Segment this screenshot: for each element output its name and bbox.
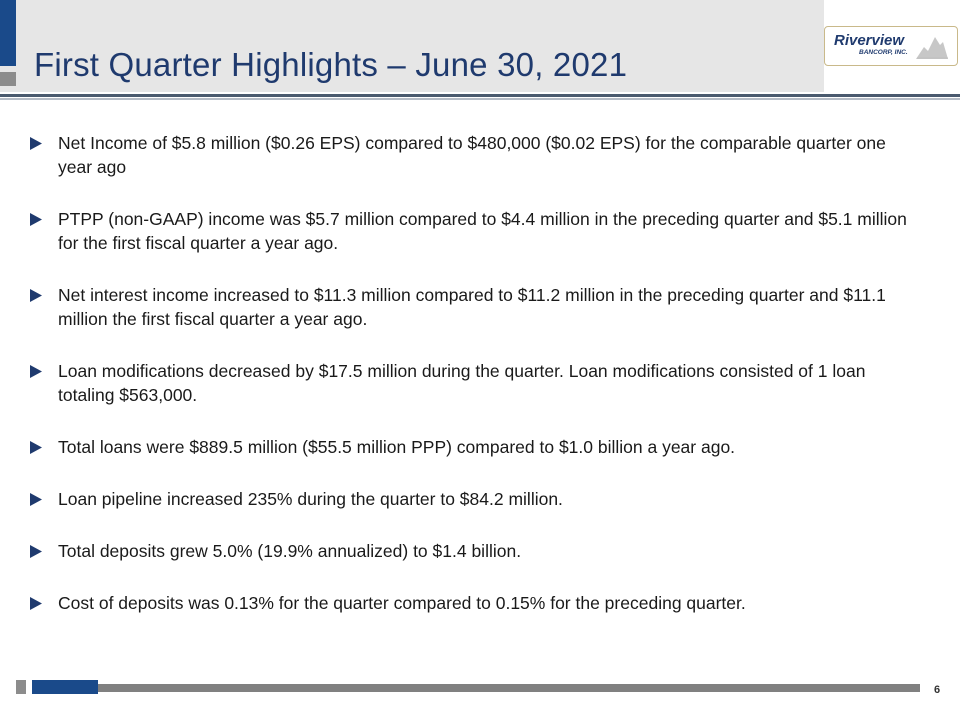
highlight-bullet: Loan modifications decreased by $17.5 mi…	[30, 359, 910, 407]
header-rule	[0, 94, 960, 97]
footer-accent-blue	[32, 680, 98, 694]
header-rule-light	[0, 98, 960, 100]
highlight-text: Net Income of $5.8 million ($0.26 EPS) c…	[58, 133, 886, 177]
highlight-text: Total deposits grew 5.0% (19.9% annualiz…	[58, 541, 522, 561]
triangle-right-icon	[30, 289, 42, 302]
highlight-bullet: Loan pipeline increased 235% during the …	[30, 487, 910, 511]
highlight-bullet: Cost of deposits was 0.13% for the quart…	[30, 591, 910, 615]
triangle-right-icon	[30, 597, 42, 610]
triangle-right-icon	[30, 545, 42, 558]
highlight-bullet: Total loans were $889.5 million ($55.5 m…	[30, 435, 910, 459]
highlight-text: Loan pipeline increased 235% during the …	[58, 489, 563, 509]
triangle-right-icon	[30, 441, 42, 454]
mountain-icon	[916, 37, 948, 59]
triangle-right-icon	[30, 137, 42, 150]
logo-name: Riverview	[834, 32, 905, 49]
triangle-right-icon	[30, 213, 42, 226]
slide-title: First Quarter Highlights – June 30, 2021	[34, 46, 628, 83]
company-logo: Riverview BANCORP, INC.	[824, 26, 958, 66]
page-number: 6	[934, 684, 941, 696]
highlight-bullet: Net Income of $5.8 million ($0.26 EPS) c…	[30, 131, 910, 179]
highlight-text: Net interest income increased to $11.3 m…	[58, 285, 886, 329]
highlight-bullet: Total deposits grew 5.0% (19.9% annualiz…	[30, 539, 910, 563]
header-band	[0, 0, 824, 92]
highlight-text: PTPP (non-GAAP) income was $5.7 million …	[58, 209, 907, 253]
logo-subtitle: BANCORP, INC.	[859, 49, 908, 56]
highlight-bullet: Net interest income increased to $11.3 m…	[30, 283, 910, 331]
footer-bar	[98, 684, 920, 692]
highlights-list: Net Income of $5.8 million ($0.26 EPS) c…	[30, 131, 910, 643]
highlight-bullet: PTPP (non-GAAP) income was $5.7 million …	[30, 207, 910, 255]
highlight-text: Cost of deposits was 0.13% for the quart…	[58, 593, 746, 613]
triangle-right-icon	[30, 365, 42, 378]
highlight-text: Loan modifications decreased by $17.5 mi…	[58, 361, 866, 405]
triangle-right-icon	[30, 493, 42, 506]
header-accent-blue	[0, 0, 16, 66]
header-accent-gray	[0, 72, 16, 86]
highlight-text: Total loans were $889.5 million ($55.5 m…	[58, 437, 736, 457]
footer-accent-gray	[16, 680, 26, 694]
